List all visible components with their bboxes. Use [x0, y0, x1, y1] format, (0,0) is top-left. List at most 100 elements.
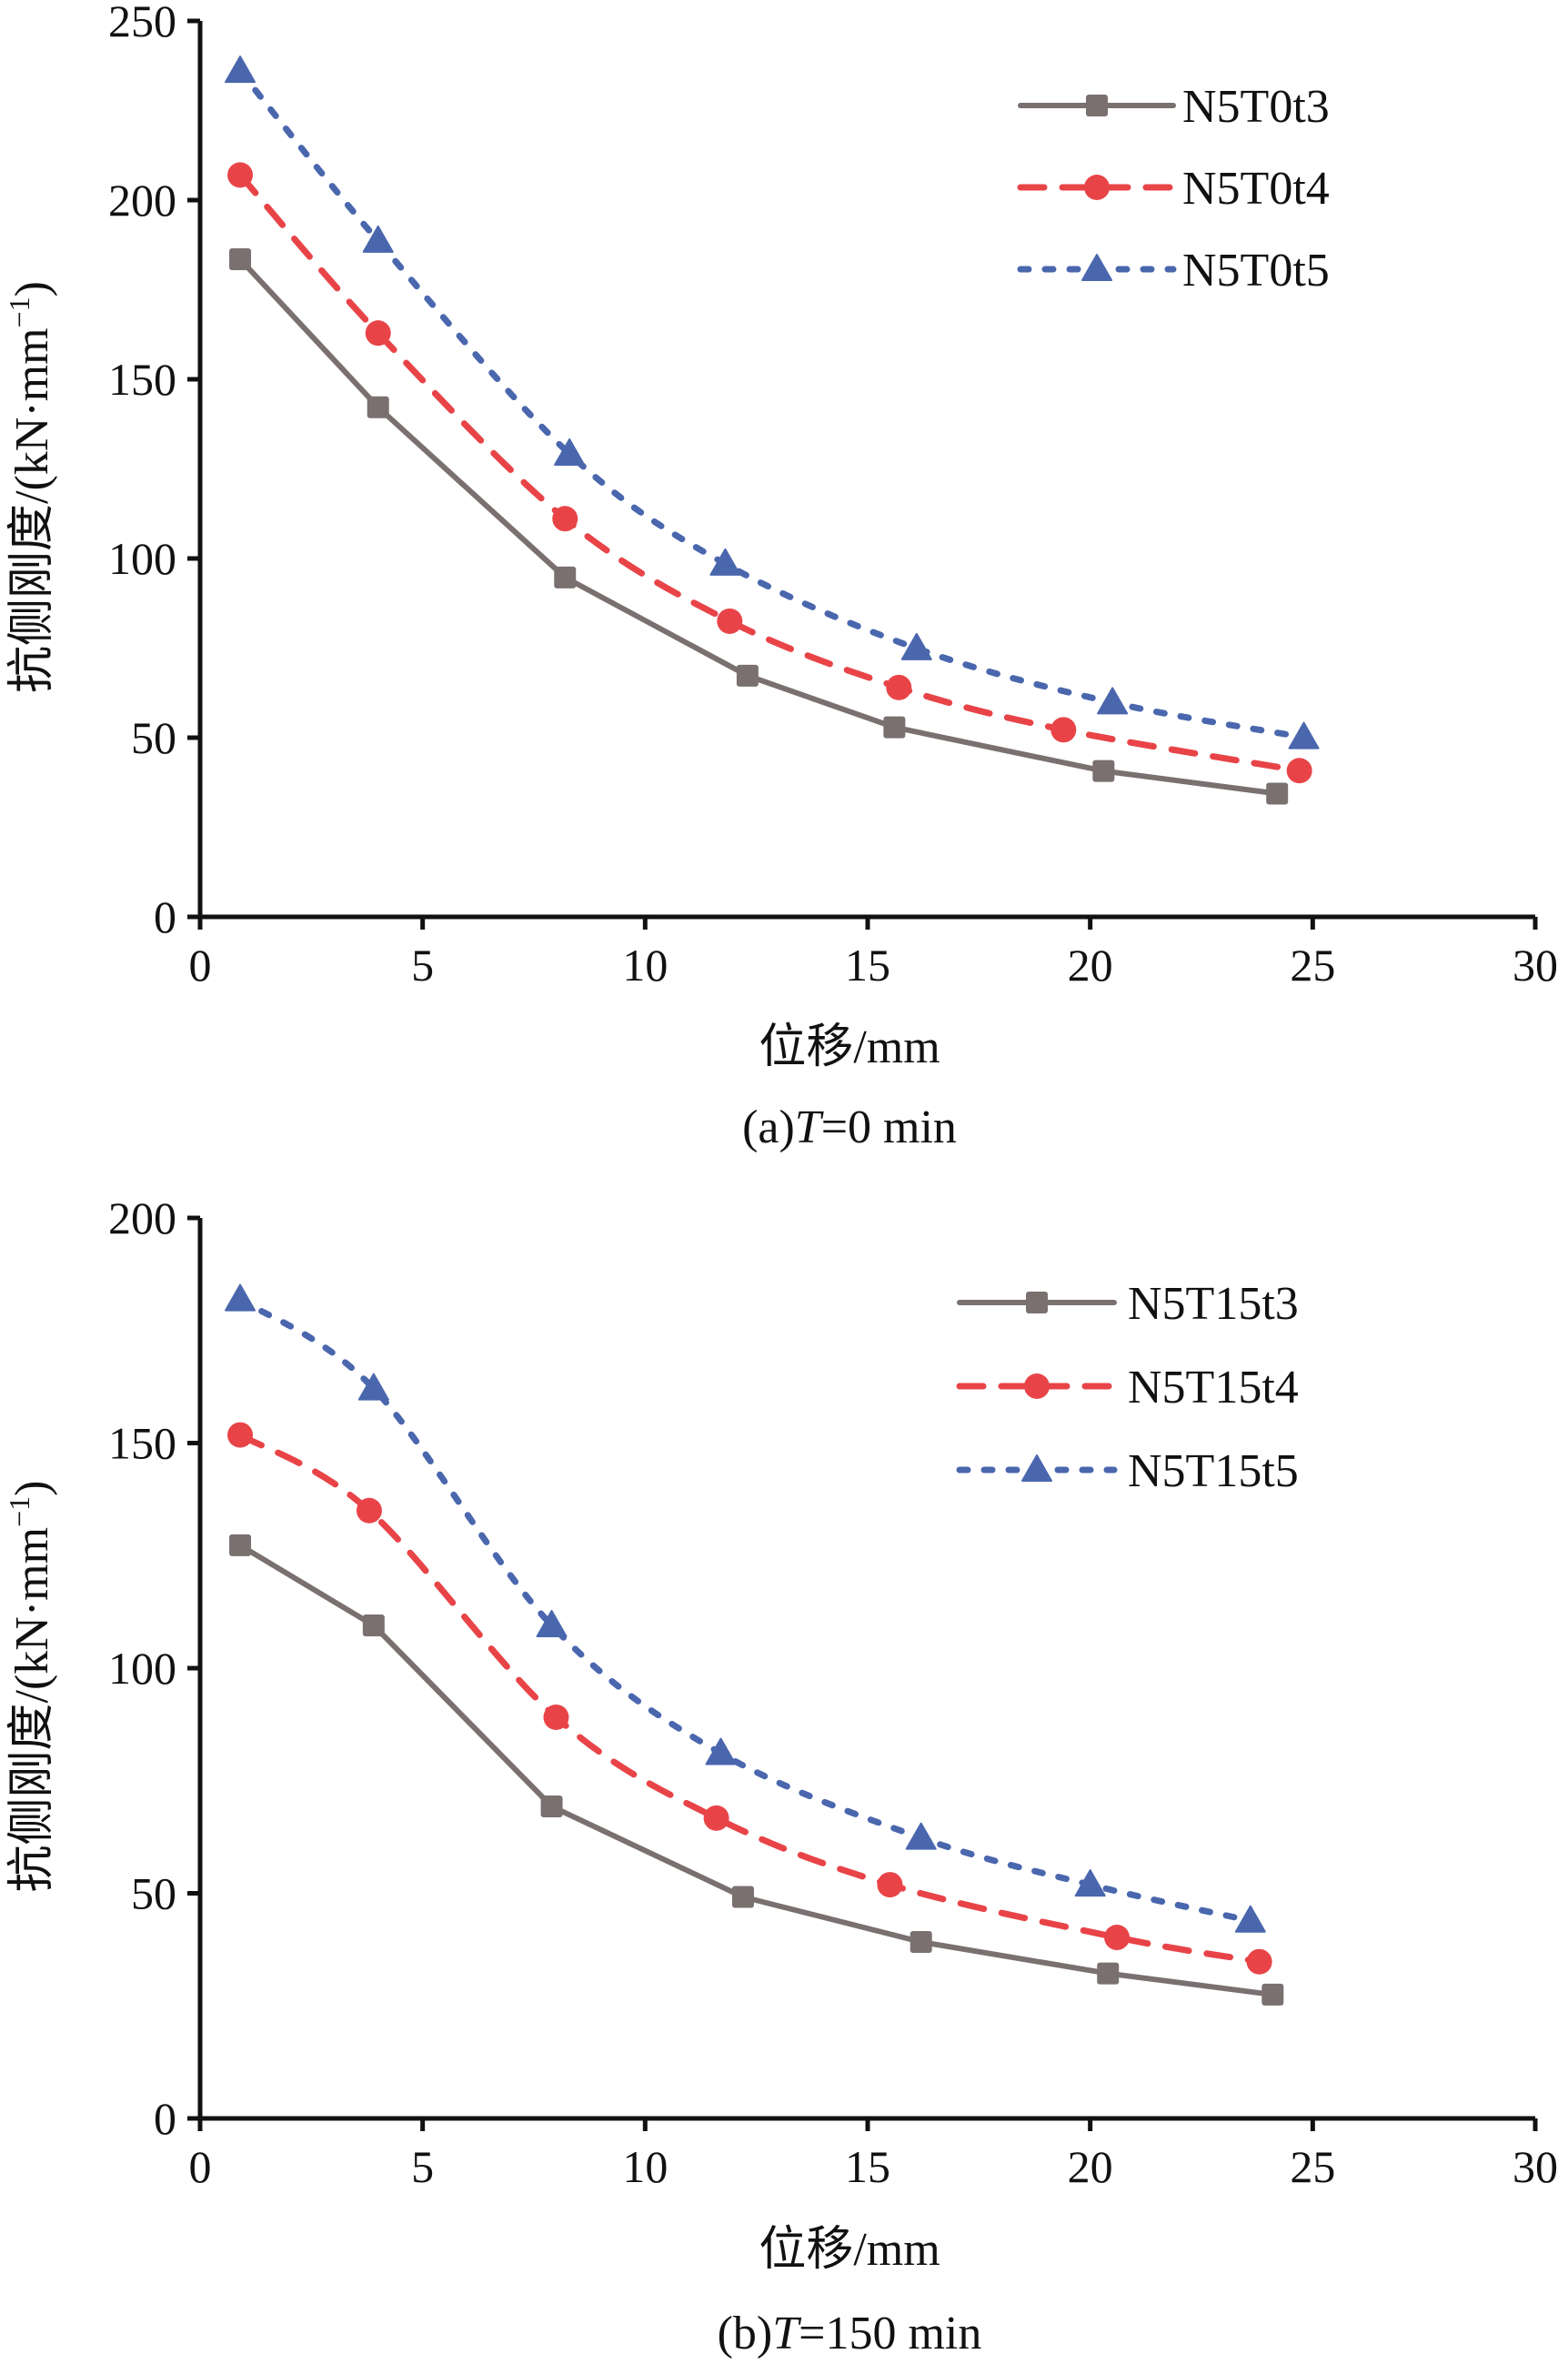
- y-tick-label: 50: [131, 712, 176, 763]
- legend-entry: N5T15t3: [957, 1278, 1299, 1330]
- series-N5T0t4: [227, 162, 1312, 784]
- legend-marker: [1086, 95, 1108, 116]
- x-axis-title: 位移/mm: [759, 2224, 940, 2276]
- series-line: [236, 67, 1307, 741]
- data-point: [543, 1704, 569, 1730]
- data-point: [227, 1422, 254, 1448]
- data-point: [1286, 758, 1312, 784]
- data-point: [1092, 759, 1115, 782]
- caption-suffix: =150 min: [799, 2308, 981, 2359]
- x-tick-label: 25: [1290, 940, 1335, 991]
- legend-entry: N5T15t4: [956, 1362, 1299, 1413]
- data-point: [225, 1283, 256, 1312]
- y-tick-label: 200: [108, 1192, 176, 1243]
- legend-label: N5T0t3: [1182, 81, 1330, 133]
- data-point: [709, 548, 741, 576]
- data-point: [362, 225, 394, 253]
- legend-entry: N5T15t5: [956, 1445, 1299, 1497]
- data-point: [900, 632, 932, 660]
- y-axis-title: 抗侧刚度/(kN·mm−1): [3, 281, 58, 693]
- x-tick-label: 10: [622, 2141, 668, 2192]
- data-point: [362, 1614, 385, 1636]
- data-point: [357, 1373, 389, 1401]
- x-tick-label: 30: [1513, 2141, 1558, 2192]
- chart-panel-a: 0 50 100 150 200 250 0 5 10 15 20 25 30 位移/mm 抗侧刚度/(kN…: [3, 0, 1558, 1153]
- y-tick-label: 150: [108, 354, 176, 405]
- y-tick-label: 0: [154, 891, 176, 942]
- series-N5T0t3: [229, 248, 1289, 805]
- legend-entry: N5T0t4: [1017, 163, 1330, 215]
- data-point: [705, 1737, 737, 1765]
- data-point: [883, 716, 906, 739]
- y-tick-label: 0: [154, 2093, 176, 2144]
- data-point: [703, 1805, 729, 1831]
- y-tick-label: 250: [108, 0, 176, 46]
- data-point: [1097, 1962, 1120, 1985]
- data-point: [1266, 782, 1289, 805]
- data-point: [552, 506, 578, 532]
- panel-caption: (a)T=0 min: [742, 1102, 957, 1153]
- data-point: [356, 1497, 382, 1524]
- data-point: [229, 1534, 252, 1556]
- x-tick-label: 30: [1513, 940, 1558, 991]
- data-point: [1097, 687, 1129, 715]
- data-point: [1261, 1983, 1284, 2006]
- legend-label: N5T15t4: [1128, 1362, 1299, 1413]
- x-tick-label: 20: [1068, 2141, 1113, 2192]
- data-point: [1104, 1925, 1131, 1951]
- data-point: [1288, 721, 1320, 749]
- data-point: [367, 396, 389, 418]
- legend-marker: [1024, 1373, 1050, 1399]
- x-tick-label: 5: [411, 2141, 434, 2192]
- data-point: [910, 1930, 932, 1953]
- legend-label: N5T15t3: [1128, 1278, 1299, 1330]
- data-point: [229, 248, 252, 271]
- series-line: [236, 1296, 1254, 1925]
- data-point: [736, 664, 759, 687]
- caption-suffix: =0 min: [821, 1102, 957, 1153]
- x-tick-label: 20: [1068, 940, 1113, 991]
- caption-prefix: (b): [718, 2308, 773, 2359]
- caption-prefix: (a): [742, 1102, 795, 1153]
- legend-marker: [1026, 1292, 1048, 1313]
- y-tick-label: 100: [108, 533, 176, 584]
- chart-panel-b: 0 50 100 150 200 0 5 10 15 20 25 30 位移/mm 抗侧刚度/(kN·mm…: [3, 1192, 1558, 2359]
- x-tick-label: 0: [189, 2141, 212, 2192]
- x-tick-label: 0: [189, 940, 212, 991]
- x-tick-label: 10: [622, 940, 668, 991]
- data-point: [1246, 1948, 1272, 1975]
- data-point: [540, 1795, 563, 1817]
- data-point: [225, 55, 256, 84]
- x-tick-label: 5: [411, 940, 434, 991]
- x-axis-title: 位移/mm: [759, 1021, 940, 1073]
- x-tick-label: 15: [845, 2141, 890, 2192]
- data-point: [227, 162, 254, 188]
- data-point: [731, 1886, 754, 1908]
- x-tick-label: 15: [845, 940, 890, 991]
- series-N5T15t5: [225, 1283, 1266, 1933]
- x-tick-label: 25: [1290, 2141, 1335, 2192]
- legend-label: N5T0t4: [1182, 163, 1330, 215]
- y-axis-title-close: ): [6, 1481, 58, 1496]
- series-line: [236, 1432, 1263, 1966]
- data-point: [877, 1872, 903, 1898]
- y-axis-title-main: 抗侧刚度/(kN·mm: [6, 327, 58, 693]
- y-tick-label: 50: [131, 1868, 176, 1919]
- y-axis-title-close: ): [6, 281, 58, 297]
- y-tick-label: 100: [108, 1643, 176, 1694]
- data-point: [554, 566, 577, 588]
- series-N5T0t5: [225, 55, 1320, 749]
- legend-marker: [1021, 1454, 1052, 1482]
- data-point: [554, 438, 586, 466]
- caption-variable: T: [772, 2308, 801, 2359]
- legend-entry: N5T0t3: [1018, 81, 1330, 133]
- y-axis-title-superscript: −1: [3, 297, 35, 327]
- data-point: [365, 320, 391, 347]
- legend-label: N5T15t5: [1128, 1445, 1299, 1497]
- y-axis-title-main: 抗侧刚度/(kN·mm: [6, 1527, 58, 1893]
- data-point: [905, 1822, 937, 1850]
- data-point: [886, 674, 912, 700]
- legend-marker: [1084, 175, 1110, 200]
- panel-caption: (b)T=150 min: [718, 2308, 982, 2359]
- caption-variable: T: [795, 1102, 824, 1153]
